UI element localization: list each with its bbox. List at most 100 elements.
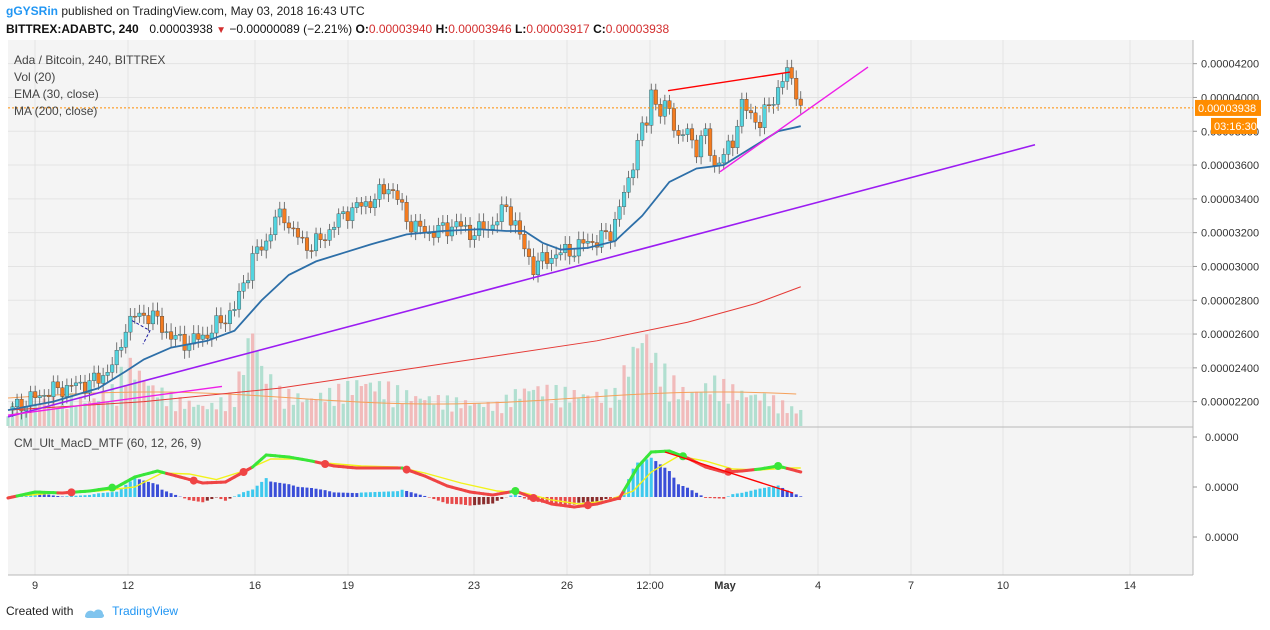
volume-bar [418, 398, 422, 426]
volume-bar [251, 333, 255, 426]
volume-bar [169, 391, 173, 426]
ma-200-line [7, 286, 801, 411]
candle-body [232, 309, 237, 311]
macd-histogram-bar [482, 497, 486, 505]
candle-body [314, 233, 319, 252]
candle-body [785, 67, 790, 82]
volume-bar [649, 362, 653, 426]
candle-body [381, 184, 386, 195]
volume-bar [572, 390, 576, 426]
macd-histogram-bar [201, 497, 205, 503]
candle-body [744, 99, 749, 111]
macd-histogram-bar [658, 464, 662, 497]
candle-body [150, 310, 155, 325]
volume-bar [491, 410, 495, 426]
candle-body [15, 398, 20, 408]
candle-body [454, 221, 459, 228]
volume-bar [445, 395, 450, 426]
macd-histogram-bar [491, 497, 495, 504]
volume-bar [586, 395, 590, 426]
price-axis-label: 0.00003200 [1201, 228, 1259, 240]
ema-30-line [7, 125, 801, 411]
candle-body [354, 202, 359, 208]
candle-body [69, 385, 74, 387]
volume-bar [51, 393, 55, 426]
macd-histogram-bar [47, 494, 51, 497]
candle-body [658, 104, 663, 117]
volume-bar [205, 409, 209, 426]
price-change: −0.00000089 (−2.21%) [229, 22, 353, 36]
volume-bar [174, 411, 178, 426]
candle-body [37, 395, 42, 398]
candle-body [445, 222, 450, 237]
volume-bar [509, 407, 513, 426]
volume-bar [187, 400, 191, 426]
macd-histogram-bar [310, 488, 314, 497]
candle-body [463, 224, 468, 227]
candle-body [51, 381, 56, 397]
divergence-macd-line [664, 451, 794, 494]
volume-bar [328, 387, 332, 426]
volume-bar [196, 404, 200, 426]
volume-bar [318, 392, 323, 426]
volume-bar [359, 386, 363, 426]
volume-bar [694, 391, 699, 426]
candle-body [218, 315, 223, 324]
candle-body [626, 177, 631, 193]
time-axis-label: 14 [1124, 580, 1136, 592]
macd-histogram-bar [599, 497, 603, 501]
macd-histogram-bar [649, 457, 653, 497]
price-axis-label: 0.00002400 [1201, 363, 1259, 375]
candle-body [359, 202, 364, 207]
tradingview-link[interactable]: TradingView [112, 604, 179, 618]
macd-histogram-bar [119, 488, 123, 497]
candle-body [708, 128, 713, 156]
volume-bar [164, 406, 169, 426]
macd-histogram-bar [78, 495, 82, 497]
candle-body [323, 239, 328, 241]
candle-body [413, 220, 418, 233]
volume-bar [305, 398, 309, 426]
time-axis-label: 10 [997, 580, 1009, 592]
macd-histogram-bar [522, 497, 526, 499]
macd-histogram-bar [106, 492, 110, 497]
candle-body [227, 310, 232, 324]
candle-body [545, 252, 550, 264]
macd-histogram-bar [264, 478, 268, 497]
down-arrow-icon: ▼ [216, 25, 227, 36]
macd-histogram-bar [450, 497, 454, 504]
price-chart[interactable]: 0.000042000.000040000.000038000.00003600… [0, 40, 1270, 600]
macd-histogram-bar [563, 497, 567, 505]
volume-bar [373, 391, 377, 426]
macd-histogram-bar [799, 496, 803, 497]
volume-bar [785, 413, 789, 426]
close-label: C: [593, 22, 606, 36]
volume-bar [500, 413, 504, 426]
volume-bar [296, 393, 300, 426]
volume-bar [504, 394, 508, 426]
author-name[interactable]: gGYSRin [6, 4, 59, 18]
candle-body [794, 78, 799, 100]
volume-bar [713, 375, 717, 426]
candle-body [241, 282, 246, 292]
macd-axis-label: 0.0000 [1205, 532, 1239, 544]
candle-body [105, 372, 110, 376]
volume-bar [550, 403, 554, 426]
symbol-header: BITTREX:ADABTC, 240 0.00003938 ▼ −0.0000… [6, 22, 669, 36]
volume-bar [726, 403, 730, 426]
price-axis-label: 0.00002800 [1201, 295, 1259, 307]
macd-histogram-bar [545, 497, 549, 504]
candle-body [468, 224, 473, 240]
macd-cross-dot [67, 488, 76, 497]
candle-body [336, 213, 341, 228]
volume-bar [395, 385, 400, 426]
volume-bar [110, 384, 114, 426]
volume-bar [581, 394, 585, 426]
volume-bar [246, 338, 250, 426]
candle-body [123, 331, 128, 348]
macd-cross-dot [321, 460, 330, 468]
volume-bar [56, 408, 60, 426]
macd-histogram-bar [695, 492, 699, 497]
macd-histogram-bar [744, 491, 748, 497]
candle-body [209, 332, 214, 339]
